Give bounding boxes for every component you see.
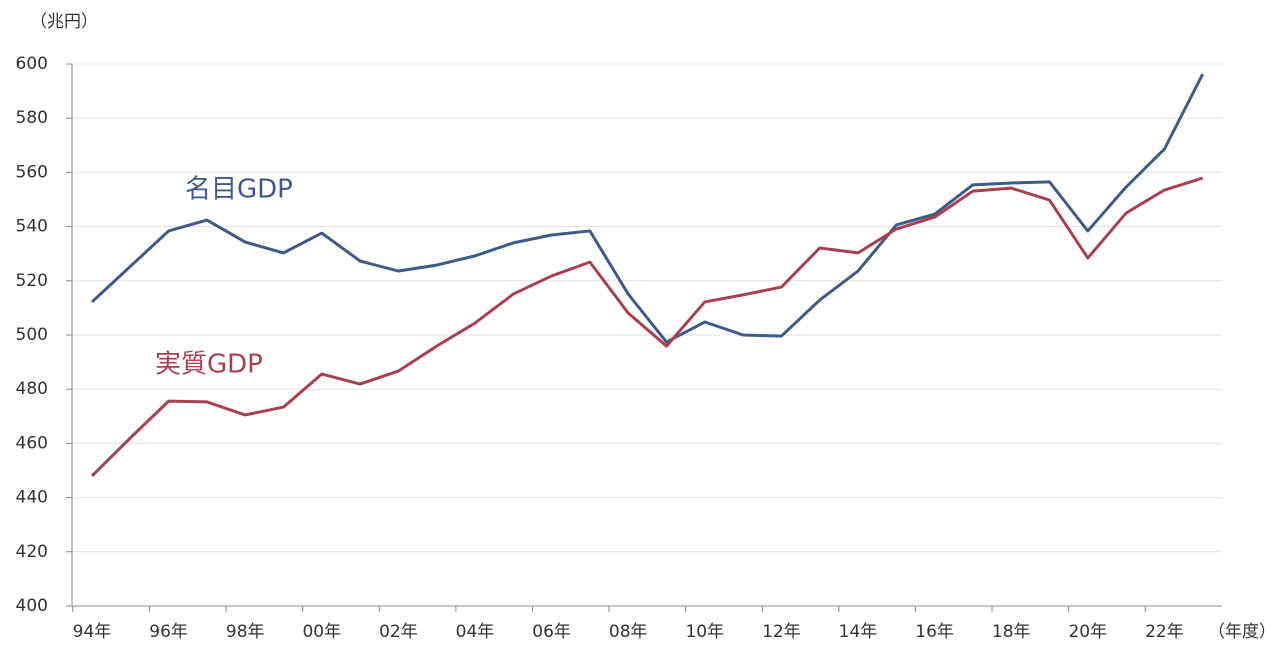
x-tick-label: 12年 [762, 622, 801, 642]
y-tick-label: 500 [16, 325, 48, 345]
series-label: 実質GDP [155, 350, 263, 380]
x-tick-label: 00年 [302, 622, 341, 642]
x-tick-label: 02年 [379, 622, 418, 642]
y-tick-label: 580 [16, 108, 48, 128]
y-tick-label: 440 [16, 488, 48, 508]
x-tick-label: 98年 [226, 622, 265, 642]
x-tick-label: 10年 [685, 622, 724, 642]
y-axis-label: （兆円） [30, 12, 98, 32]
x-tick-label: 96年 [149, 622, 188, 642]
x-tick-label: 14年 [839, 622, 878, 642]
x-tick-label: 08年 [609, 622, 648, 642]
y-tick-label: 460 [16, 433, 48, 453]
y-tick-label: 560 [16, 162, 48, 182]
x-tick-label: 06年 [532, 622, 571, 642]
x-tick-label: 16年 [915, 622, 954, 642]
x-tick-label: 94年 [73, 622, 112, 642]
x-tick-label: 20年 [1068, 622, 1107, 642]
y-tick-label: 540 [16, 217, 48, 237]
x-tick-label: 22年 [1145, 622, 1184, 642]
x-tick-label: 18年 [992, 622, 1031, 642]
y-tick-label: 600 [16, 54, 48, 74]
series-line [90, 73, 1205, 344]
y-tick-label: 520 [16, 271, 48, 291]
y-tick-label: 420 [16, 542, 48, 562]
x-tick-label: 04年 [456, 622, 495, 642]
series-label: 名目GDP [185, 175, 293, 205]
y-tick-label: 400 [16, 596, 48, 616]
y-tick-label: 480 [16, 379, 48, 399]
series-line [90, 176, 1204, 477]
x-axis-label: （年度） [1208, 622, 1276, 642]
